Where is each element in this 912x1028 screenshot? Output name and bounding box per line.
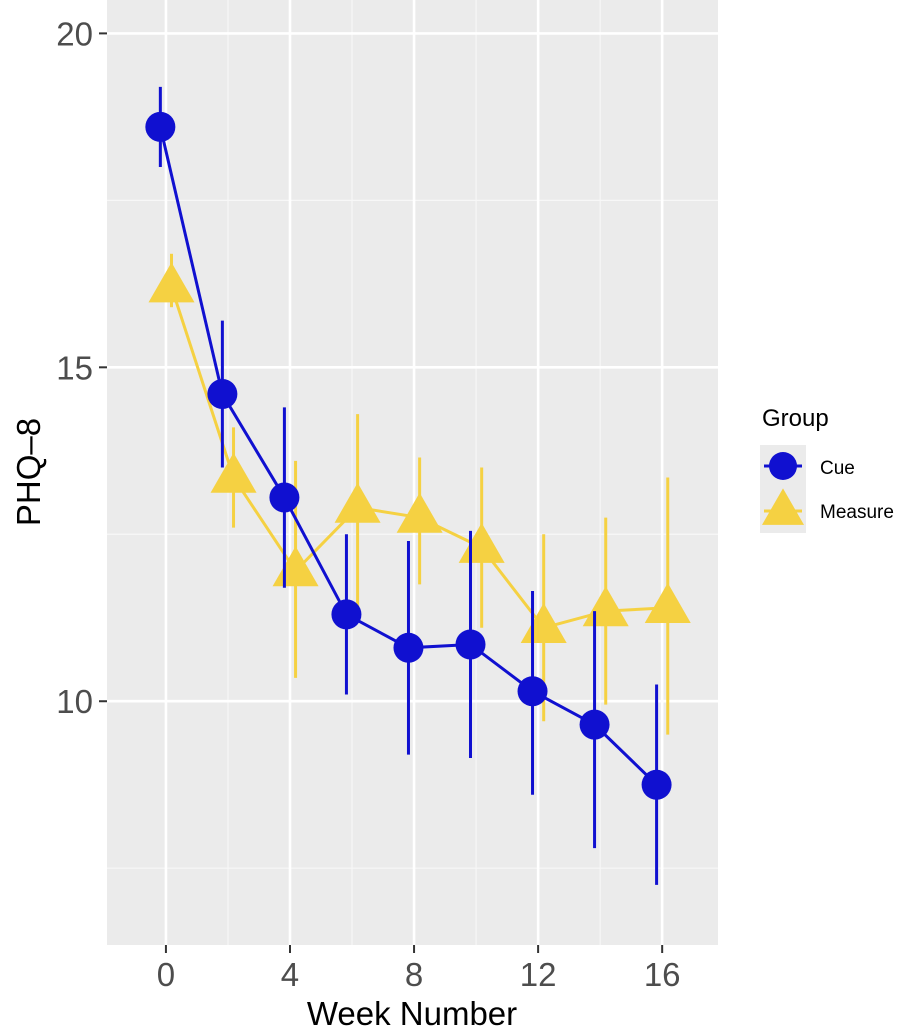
data-point: [393, 632, 424, 663]
grid-minor: [107, 0, 718, 945]
legend: Group Cue Measure: [760, 405, 894, 533]
data-point: [148, 262, 195, 303]
data-point: [517, 676, 548, 707]
x-tick-label: 8: [405, 956, 423, 993]
y-axis-title: PHQ–8: [10, 418, 47, 526]
legend-label-measure: Measure: [820, 502, 894, 523]
data-point: [334, 482, 381, 523]
y-tick-label: 20: [56, 15, 93, 52]
x-axis-title: Week Number: [307, 995, 517, 1028]
data-point: [145, 111, 176, 142]
data-point: [210, 452, 257, 493]
legend-label-cue: Cue: [820, 458, 855, 479]
x-tick-label: 12: [520, 956, 557, 993]
plot-panel: [107, 0, 718, 945]
data-point: [207, 379, 238, 410]
y-tick-label: 15: [56, 349, 93, 386]
data-point: [331, 599, 362, 630]
x-tick-label: 0: [157, 956, 175, 993]
data-point: [269, 482, 300, 513]
data-point: [641, 769, 672, 800]
data-point: [396, 492, 443, 533]
axis-layer: 0 4 8 12 16 10 15 20: [56, 15, 680, 993]
legend-title: Group: [762, 405, 829, 432]
series-cue: [145, 86, 672, 885]
grid-major: [107, 0, 718, 945]
x-tick-label: 16: [644, 956, 681, 993]
data-point: [644, 582, 691, 623]
series-layer: [145, 86, 691, 885]
data-point: [455, 629, 486, 660]
y-tick-label: 10: [56, 683, 93, 720]
x-tick-label: 4: [281, 956, 299, 993]
legend-keys: [762, 452, 804, 525]
legend-key-marker-cue: [769, 452, 797, 480]
legend-key-marker-measure: [762, 488, 804, 525]
data-point: [579, 709, 610, 740]
